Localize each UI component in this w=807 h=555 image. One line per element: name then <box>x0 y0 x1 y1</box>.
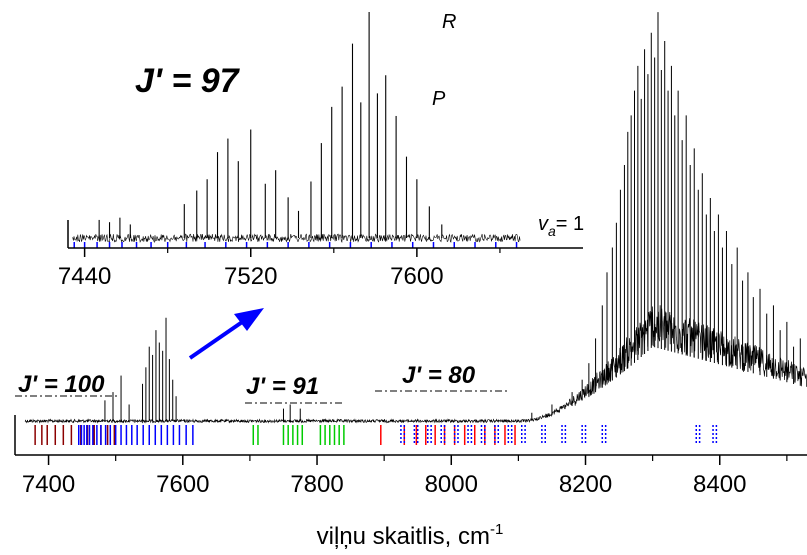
x-axis-title: viļņu skaitlis, cm-1 <box>317 521 504 550</box>
inset-x-tick-label: 7520 <box>224 263 277 290</box>
inset-spectrum-trace <box>72 12 521 244</box>
inset-baseline-noise <box>72 233 521 244</box>
main-x-tick-label: 8400 <box>693 471 746 498</box>
main-x-tick-label: 7400 <box>22 471 75 498</box>
inset-x-tick-label: 7440 <box>58 263 111 290</box>
vibrational-subscript: a <box>548 223 556 239</box>
inset-assignment-ticks <box>73 242 518 248</box>
main-baseline-noise <box>24 305 807 424</box>
j80-label: J' = 80 <box>402 362 476 389</box>
inset-title: J' = 97 <box>135 62 241 100</box>
x-axis-title-text: viļņu skaitlis, cm <box>317 523 490 550</box>
main-assignment-ticks <box>34 425 718 445</box>
main-spectrum-trace <box>24 12 807 424</box>
main-x-tick-label: 7600 <box>156 471 209 498</box>
main-x-tick-label: 8200 <box>559 471 612 498</box>
p-branch-label: P <box>432 88 446 110</box>
r-branch-label: R <box>442 11 456 33</box>
j100-label: J' = 100 <box>18 371 105 398</box>
vibrational-value: = 1 <box>556 213 584 235</box>
zoom-arrow <box>188 308 264 360</box>
main-x-tick-label: 8000 <box>425 471 478 498</box>
j91-label: J' = 91 <box>246 373 319 400</box>
main-x-ticks: 7400 7600 7800 8000 8200 8400 <box>22 455 788 498</box>
zoom-arrow-shaft <box>188 316 250 360</box>
x-axis-title-superscript: -1 <box>490 521 503 538</box>
inset-chart: 7440 7520 7600 J' = 97 R P va= 1 <box>58 11 584 290</box>
vibrational-label: va= 1 <box>538 213 584 239</box>
main-chart: 7400 7600 7800 8000 8200 8400 J' = 100 J' = 9… <box>14 12 807 550</box>
vibrational-symbol: v <box>538 213 549 235</box>
main-x-tick-label: 7800 <box>290 471 343 498</box>
zoom-arrow-head <box>234 308 264 331</box>
inset-x-tick-label: 7600 <box>390 263 443 290</box>
inset-x-ticks: 7440 7520 7600 <box>58 248 501 290</box>
